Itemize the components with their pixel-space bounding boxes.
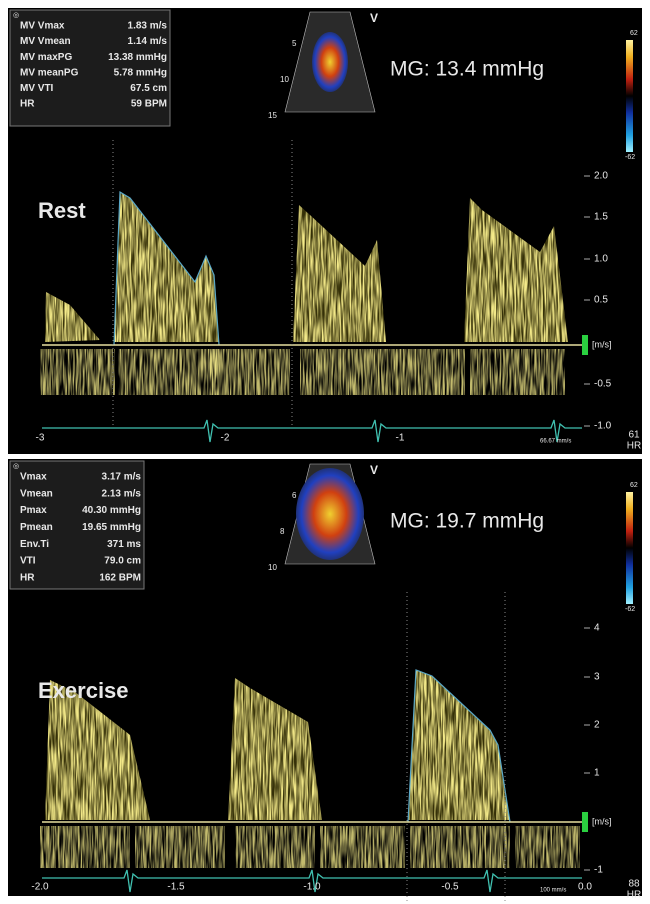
unit-label: [m/s] — [592, 339, 612, 349]
velocity-tick-label: 2 — [594, 720, 600, 731]
velocity-tick-label: 3 — [594, 672, 600, 683]
measurement-value: 1.83 m/s — [128, 21, 168, 32]
measurement-label: MV VTI — [20, 83, 54, 94]
velocity-tick-label: 1.0 — [594, 254, 608, 265]
depth-mark: 10 — [268, 563, 277, 572]
reverse-flow — [385, 349, 465, 395]
time-tick-label: -2.0 — [31, 882, 49, 893]
reverse-flow — [515, 826, 580, 868]
box-icon: ◎ — [13, 463, 19, 470]
time-tick-label: -0.5 — [441, 882, 459, 893]
baseline-marker — [582, 812, 588, 832]
velocity-tick-label: -1 — [594, 865, 603, 876]
echo-screenshot: 2.0 1.5 1.0 0.5 -0.5 -1.0 [m/s] -3 -2 -1 66.67 mm/… — [0, 0, 650, 904]
phase-label: Rest — [38, 198, 86, 223]
measurement-value: 1.14 m/s — [128, 36, 168, 47]
measurement-label: MV meanPG — [20, 67, 79, 78]
phase-label: Exercise — [38, 678, 129, 703]
depth-mark: 8 — [280, 527, 285, 536]
measurement-value: 40.30 mmHg — [82, 505, 141, 516]
color-bar — [626, 40, 633, 152]
reverse-flow — [135, 826, 225, 868]
time-tick-label: -3 — [36, 433, 45, 444]
depth-mark: 5 — [292, 39, 297, 48]
measurement-label: Vmax — [20, 472, 47, 483]
measurement-label: HR — [20, 572, 35, 583]
measurement-label: Pmax — [20, 505, 47, 516]
measurement-value: 371 ms — [107, 539, 141, 550]
mean-gradient: MG: 19.7 mmHg — [390, 510, 544, 533]
measurement-value: 13.38 mmHg — [108, 52, 167, 63]
color-scale-bottom: -62 — [625, 154, 635, 161]
velocity-tick-label: 1 — [594, 768, 600, 779]
heart-rate-label: HR — [627, 890, 641, 901]
color-scale-top: 62 — [630, 482, 638, 489]
measurement-label: MV Vmax — [20, 21, 65, 32]
reverse-flow — [300, 349, 385, 395]
reverse-flow — [118, 349, 218, 395]
mean-gradient: MG: 13.4 mmHg — [390, 58, 544, 81]
time-tick-label: -1.0 — [303, 882, 321, 893]
sector-label: V — [370, 11, 378, 25]
depth-mark: 10 — [280, 75, 289, 84]
heart-rate: 61 — [628, 430, 640, 441]
measurement-label: MV maxPG — [20, 52, 72, 63]
measurement-label: Pmean — [20, 522, 53, 533]
velocity-tick-label: 2.0 — [594, 171, 608, 182]
color-bar — [626, 492, 633, 604]
velocity-tick-label: -0.5 — [594, 379, 612, 390]
velocity-tick-label: 0.5 — [594, 295, 608, 306]
unit-label: [m/s] — [592, 816, 612, 826]
reverse-flow — [410, 826, 510, 868]
measurement-label: HR — [20, 99, 35, 110]
color-scale-bottom: -62 — [625, 606, 635, 613]
sweep-speed: 100 mm/s — [540, 888, 566, 894]
time-tick-label: -2 — [221, 433, 230, 444]
heart-rate: 88 — [628, 879, 640, 890]
measurement-value: 19.65 mmHg — [82, 522, 141, 533]
color-flow — [312, 32, 348, 92]
measurement-label: Vmean — [20, 488, 53, 499]
measurement-value: 67.5 cm — [130, 83, 167, 94]
depth-mark: 6 — [292, 491, 297, 500]
color-flow — [296, 468, 364, 560]
measurement-value: 5.78 mmHg — [114, 67, 167, 78]
measurement-label: Env.Ti — [20, 539, 49, 550]
reverse-flow — [235, 826, 315, 868]
depth-mark: 15 — [268, 111, 277, 120]
velocity-tick-label: 4 — [594, 623, 600, 634]
velocity-tick-label: 1.5 — [594, 212, 608, 223]
sector-label: V — [370, 463, 378, 477]
color-scale-top: 62 — [630, 30, 638, 37]
heart-rate-label: HR — [627, 441, 641, 452]
measurement-value: 59 BPM — [131, 99, 167, 110]
box-icon: ◎ — [13, 12, 19, 19]
reverse-flow — [320, 826, 405, 868]
velocity-tick-label: -1.0 — [594, 421, 612, 432]
measurement-label: MV Vmean — [20, 36, 71, 47]
baseline-marker — [582, 335, 588, 355]
reverse-flow — [40, 349, 115, 395]
measurement-value: 2.13 m/s — [102, 488, 142, 499]
reverse-flow — [470, 349, 565, 395]
time-tick-label: -1 — [396, 433, 405, 444]
sweep-speed: 66.67 mm/s — [540, 439, 571, 445]
time-tick-label: -1.5 — [167, 882, 185, 893]
measurement-label: VTI — [20, 556, 36, 567]
time-tick-label: 0.0 — [578, 882, 592, 893]
measurement-value: 79.0 cm — [104, 556, 141, 567]
measurement-value: 3.17 m/s — [102, 472, 142, 483]
reverse-flow — [210, 349, 290, 395]
reverse-flow — [40, 826, 130, 868]
measurement-value: 162 BPM — [99, 572, 141, 583]
